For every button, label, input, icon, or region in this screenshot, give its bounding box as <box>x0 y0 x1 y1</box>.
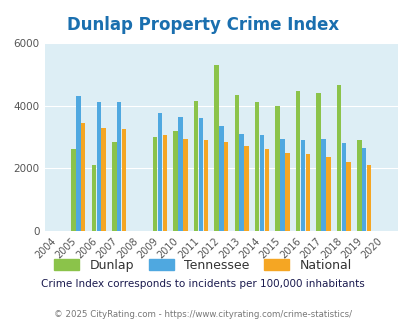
Bar <box>336 85 340 231</box>
Bar <box>203 140 207 231</box>
Bar <box>193 101 198 231</box>
Bar <box>325 157 330 231</box>
Bar <box>183 139 187 231</box>
Text: © 2025 CityRating.com - https://www.cityrating.com/crime-statistics/: © 2025 CityRating.com - https://www.city… <box>54 310 351 319</box>
Text: Dunlap Property Crime Index: Dunlap Property Crime Index <box>67 16 338 34</box>
Bar <box>239 134 243 231</box>
Bar <box>345 162 350 231</box>
Bar <box>213 65 218 231</box>
Bar <box>112 142 116 231</box>
Bar <box>117 102 121 231</box>
Bar <box>71 149 75 231</box>
Bar <box>315 93 320 231</box>
Bar <box>279 139 284 231</box>
Bar <box>76 96 81 231</box>
Bar <box>224 142 228 231</box>
Bar <box>178 116 182 231</box>
Bar <box>300 140 305 231</box>
Bar <box>96 102 101 231</box>
Bar <box>158 114 162 231</box>
Bar <box>173 131 177 231</box>
Bar <box>234 95 239 231</box>
Text: Crime Index corresponds to incidents per 100,000 inhabitants: Crime Index corresponds to incidents per… <box>41 279 364 289</box>
Bar <box>356 140 360 231</box>
Bar <box>198 118 202 231</box>
Bar <box>92 165 96 231</box>
Bar <box>81 123 85 231</box>
Bar <box>320 139 325 231</box>
Bar <box>162 135 167 231</box>
Bar <box>218 126 223 231</box>
Bar <box>122 129 126 231</box>
Legend: Dunlap, Tennessee, National: Dunlap, Tennessee, National <box>49 254 356 277</box>
Bar <box>341 143 345 231</box>
Bar <box>275 106 279 231</box>
Bar <box>153 137 157 231</box>
Bar <box>295 91 300 231</box>
Bar <box>305 154 309 231</box>
Bar <box>101 128 106 231</box>
Bar <box>244 147 248 231</box>
Bar <box>366 165 371 231</box>
Bar <box>254 102 259 231</box>
Bar <box>259 135 264 231</box>
Bar <box>361 148 366 231</box>
Bar <box>264 149 269 231</box>
Bar <box>284 152 289 231</box>
